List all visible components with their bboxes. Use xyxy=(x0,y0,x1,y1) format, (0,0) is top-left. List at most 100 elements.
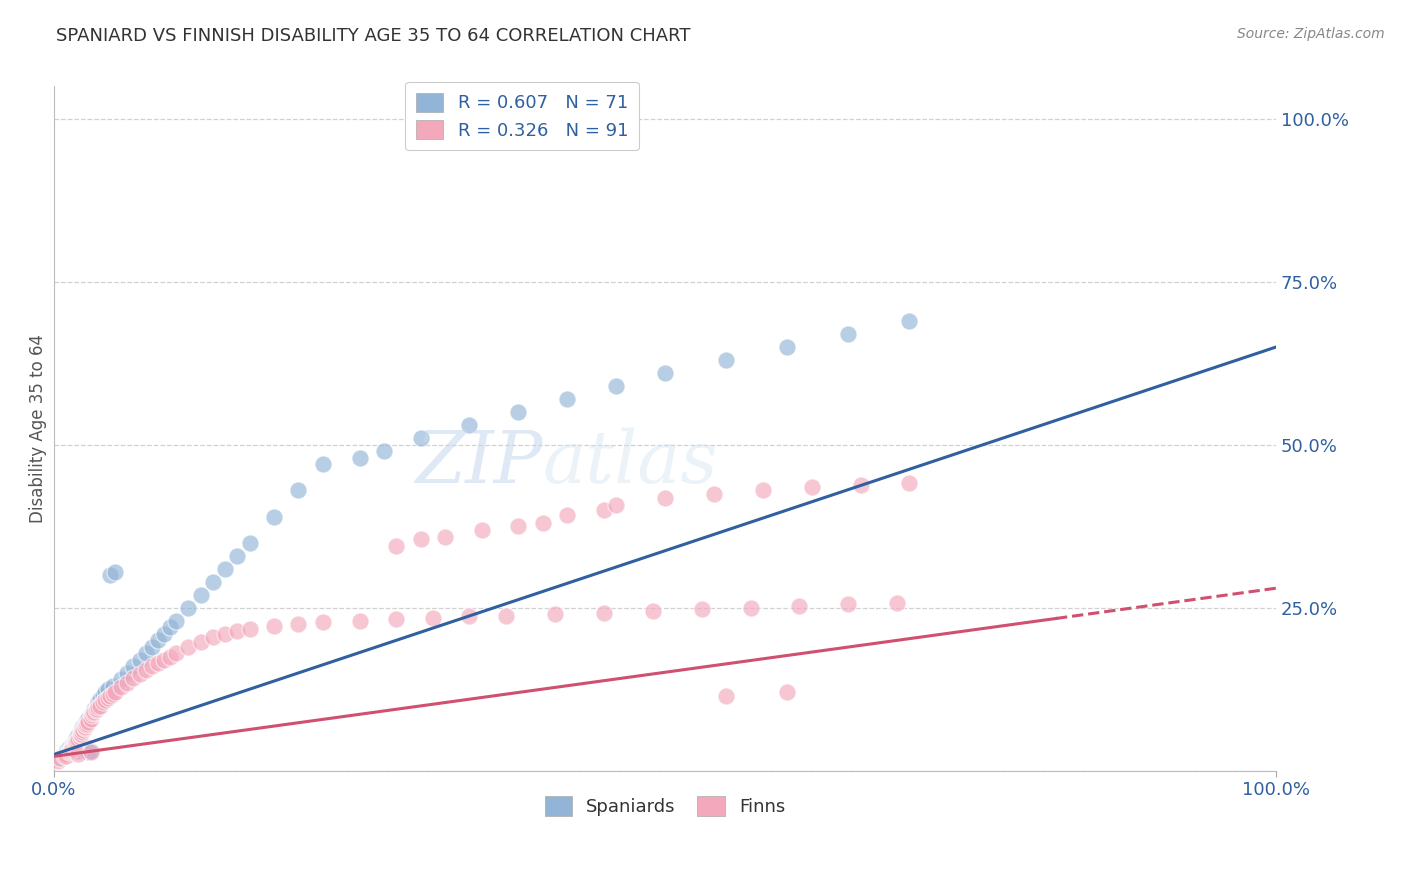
Point xyxy=(898,475,921,490)
Point xyxy=(800,480,823,494)
Point xyxy=(60,739,83,753)
Point xyxy=(190,634,212,648)
Point xyxy=(214,627,236,641)
Text: SPANIARD VS FINNISH DISABILITY AGE 35 TO 64 CORRELATION CHART: SPANIARD VS FINNISH DISABILITY AGE 35 TO… xyxy=(56,27,690,45)
Point xyxy=(77,746,100,760)
Point xyxy=(135,663,157,677)
Point xyxy=(69,730,91,744)
Point xyxy=(153,653,176,667)
Point xyxy=(67,744,90,758)
Point xyxy=(605,498,627,512)
Point xyxy=(91,689,114,703)
Point xyxy=(605,379,627,393)
Point xyxy=(80,744,103,758)
Point xyxy=(714,689,737,703)
Point xyxy=(593,503,616,517)
Point xyxy=(287,483,309,498)
Point xyxy=(60,743,83,757)
Point xyxy=(60,742,83,756)
Point xyxy=(287,617,309,632)
Point xyxy=(97,690,120,705)
Point xyxy=(146,633,169,648)
Point xyxy=(349,450,371,465)
Point xyxy=(97,682,120,697)
Point xyxy=(75,718,97,732)
Point xyxy=(84,703,107,717)
Text: Source: ZipAtlas.com: Source: ZipAtlas.com xyxy=(1237,27,1385,41)
Y-axis label: Disability Age 35 to 64: Disability Age 35 to 64 xyxy=(30,334,46,523)
Point xyxy=(508,405,530,419)
Point xyxy=(58,740,80,755)
Point xyxy=(373,444,395,458)
Point xyxy=(740,600,762,615)
Point xyxy=(263,619,285,633)
Point xyxy=(593,606,616,620)
Point xyxy=(82,705,104,719)
Point xyxy=(555,392,578,407)
Point xyxy=(52,747,75,762)
Point xyxy=(434,530,457,544)
Point xyxy=(226,549,249,563)
Point xyxy=(101,687,124,701)
Legend: Spaniards, Finns: Spaniards, Finns xyxy=(537,789,793,823)
Point xyxy=(77,712,100,726)
Point xyxy=(73,716,96,731)
Point xyxy=(495,608,517,623)
Point xyxy=(201,574,224,589)
Point xyxy=(135,646,157,660)
Point xyxy=(86,702,108,716)
Point xyxy=(886,595,908,609)
Point xyxy=(531,516,554,530)
Point xyxy=(312,458,335,472)
Point xyxy=(751,483,773,498)
Point xyxy=(67,732,90,747)
Point xyxy=(98,568,121,582)
Point xyxy=(63,734,86,748)
Point xyxy=(409,533,432,547)
Point xyxy=(55,748,77,763)
Point xyxy=(104,685,127,699)
Point xyxy=(159,620,181,634)
Point xyxy=(62,736,84,750)
Point xyxy=(238,535,260,549)
Point xyxy=(128,667,150,681)
Point xyxy=(63,738,86,752)
Point xyxy=(141,640,163,654)
Point xyxy=(117,665,139,680)
Point xyxy=(226,624,249,638)
Point xyxy=(165,646,187,660)
Point xyxy=(422,610,444,624)
Point xyxy=(87,695,110,709)
Point xyxy=(62,739,84,753)
Point xyxy=(110,680,132,694)
Point xyxy=(201,630,224,644)
Point xyxy=(91,695,114,709)
Point xyxy=(177,600,200,615)
Point xyxy=(703,486,725,500)
Point xyxy=(641,604,664,618)
Point xyxy=(471,523,494,537)
Point xyxy=(122,659,145,673)
Point xyxy=(70,724,93,739)
Point xyxy=(70,722,93,736)
Point xyxy=(75,714,97,729)
Point xyxy=(159,649,181,664)
Point xyxy=(76,713,98,727)
Point xyxy=(55,746,77,760)
Point xyxy=(72,719,94,733)
Point xyxy=(654,491,676,506)
Point xyxy=(66,733,89,747)
Point xyxy=(80,746,103,760)
Point xyxy=(94,685,117,699)
Point xyxy=(165,614,187,628)
Point xyxy=(70,724,93,739)
Point xyxy=(238,622,260,636)
Point xyxy=(66,730,89,744)
Point xyxy=(153,627,176,641)
Point xyxy=(80,712,103,726)
Point xyxy=(714,353,737,368)
Point xyxy=(65,731,87,745)
Point xyxy=(65,735,87,749)
Point xyxy=(73,720,96,734)
Point xyxy=(70,728,93,742)
